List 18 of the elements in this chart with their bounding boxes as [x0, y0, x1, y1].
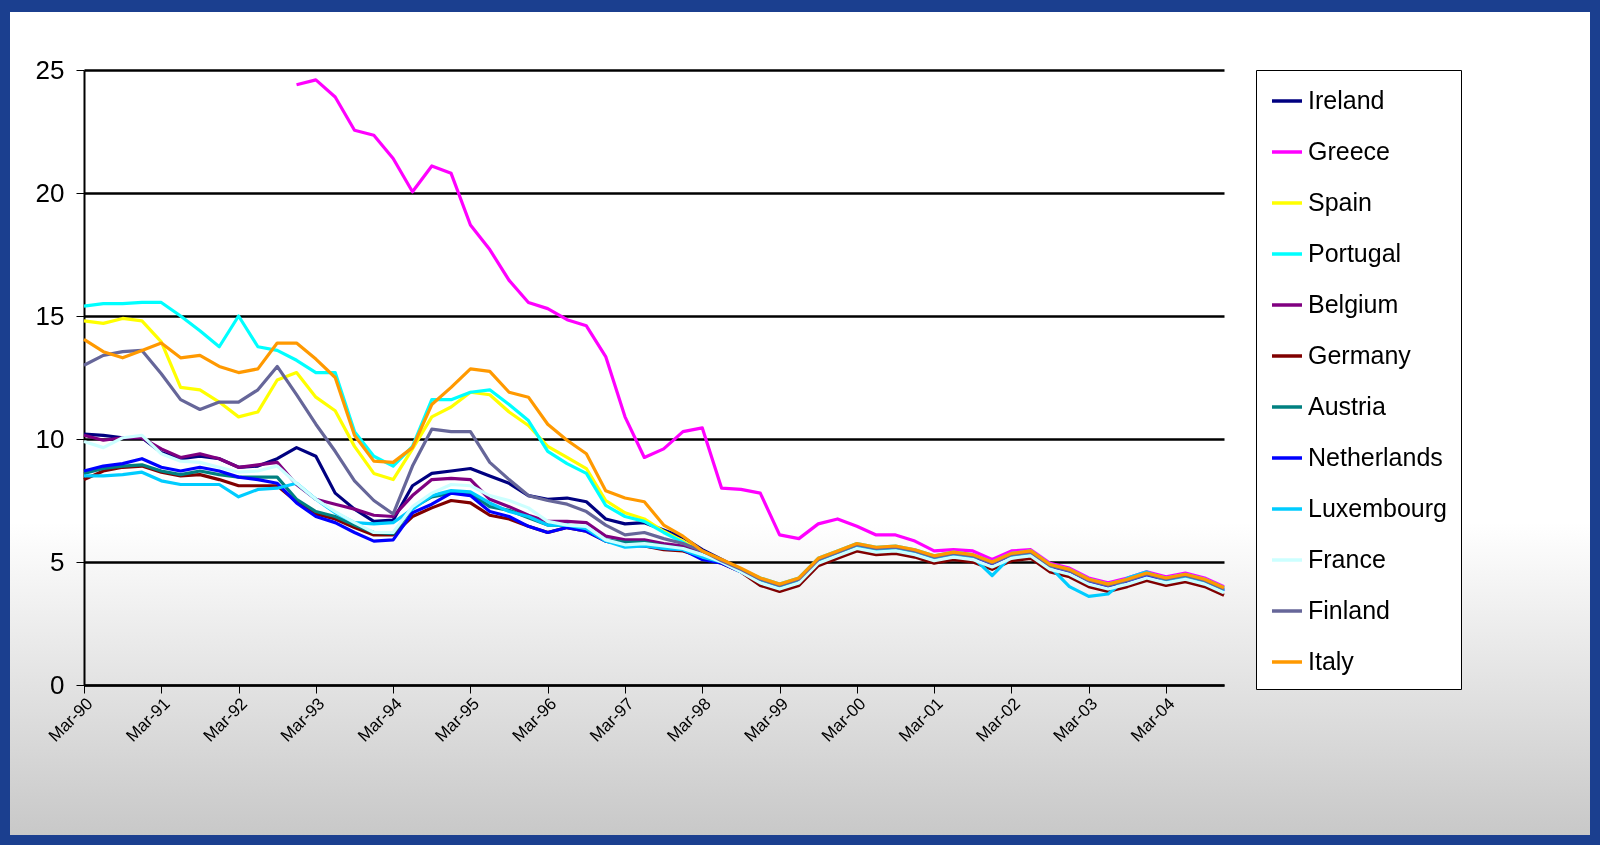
legend-label: Spain	[1308, 188, 1372, 216]
legend-label: Ireland	[1308, 86, 1385, 114]
y-tick-label: 25	[35, 54, 65, 85]
legend-label: France	[1308, 545, 1386, 573]
legend-label: Austria	[1308, 392, 1386, 420]
y-tick-label: 10	[35, 423, 65, 454]
legend-label: Finland	[1308, 596, 1390, 624]
y-tick-label: 15	[35, 300, 65, 331]
legend-label: Italy	[1308, 647, 1355, 675]
legend-label: Germany	[1308, 341, 1412, 369]
legend-label: Netherlands	[1308, 443, 1443, 471]
legend-label: Luxembourg	[1308, 494, 1447, 522]
y-tick-label: 20	[35, 177, 65, 208]
y-tick-label: 5	[50, 546, 65, 577]
legend-label: Portugal	[1308, 239, 1402, 267]
legend-label: Greece	[1308, 137, 1390, 165]
legend-label: Belgium	[1308, 290, 1399, 318]
y-tick-label: 0	[50, 669, 65, 700]
